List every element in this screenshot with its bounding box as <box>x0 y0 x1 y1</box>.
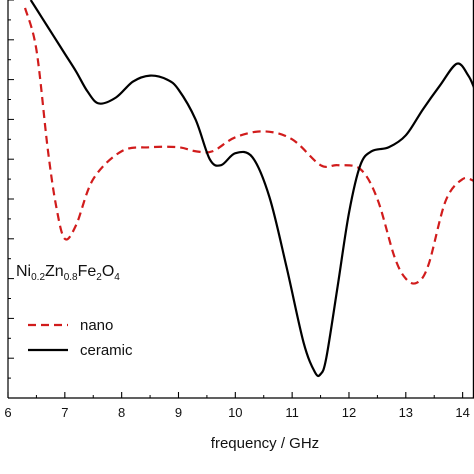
legend: nano ceramic <box>28 317 133 359</box>
x-tick-label: 10 <box>228 405 242 420</box>
annotation-text: Fe <box>78 263 97 280</box>
series-line-ceramic <box>29 0 474 378</box>
x-tick-label: 9 <box>175 405 182 420</box>
annotation-text: O <box>102 263 114 280</box>
annotation-subscript: 2 <box>96 272 102 283</box>
annotation-subscript: 0.8 <box>64 272 78 283</box>
x-ticks: 6 7 8 9 10 11 12 13 14 <box>4 392 470 420</box>
x-axis-title: frequency / GHz <box>211 435 319 452</box>
series-line-nano <box>23 7 474 285</box>
annotation-subscript: 4 <box>114 272 120 283</box>
x-tick-label: 7 <box>61 405 68 420</box>
annotation-text: Ni <box>16 263 31 280</box>
material-annotation: Ni0.2Zn0.8Fe2O4 <box>16 263 120 283</box>
plot-area <box>23 0 474 378</box>
x-tick-label: 14 <box>455 405 469 420</box>
legend-label-ceramic: ceramic <box>80 342 133 359</box>
x-tick-label: 13 <box>399 405 413 420</box>
x-tick-label: 8 <box>118 405 125 420</box>
x-tick-label: 12 <box>342 405 356 420</box>
y-ticks <box>8 0 14 399</box>
annotation-subscript: 0.2 <box>31 272 45 283</box>
legend-label-nano: nano <box>80 317 113 334</box>
x-tick-label: 11 <box>285 405 299 420</box>
x-tick-label: 6 <box>4 405 11 420</box>
annotation-text: Zn <box>45 263 64 280</box>
